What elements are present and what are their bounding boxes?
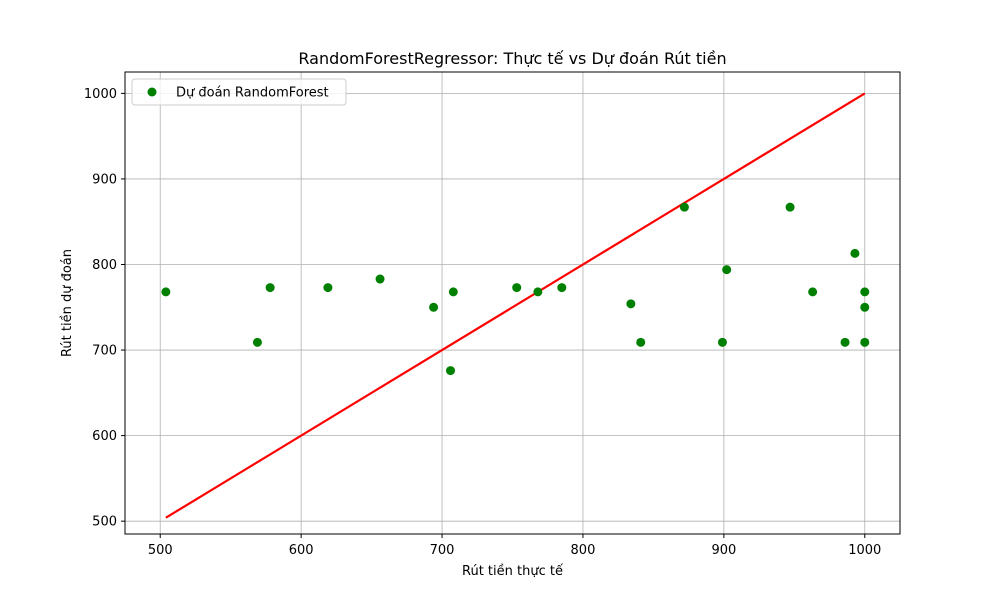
reference-line-layer [165, 92, 866, 519]
x-axis-label: Rút tiền thực tế [462, 564, 563, 579]
scatter-point [722, 265, 732, 275]
scatter-point [448, 287, 458, 297]
scatter-point [808, 287, 818, 297]
scatter-point [850, 248, 860, 258]
scatter-point [429, 302, 439, 312]
scatter-point [533, 287, 543, 297]
y-tick-label: 900 [92, 172, 117, 187]
scatter-point [840, 337, 850, 347]
scatter-point [375, 274, 385, 284]
x-tick-label: 700 [430, 543, 455, 558]
x-tick-label: 800 [571, 543, 596, 558]
axis-ticks: 500 600 700 800 900 1000 500 600 700 800 900 1000 [84, 87, 881, 558]
plot-area-frame [124, 71, 901, 535]
scatter-point [161, 287, 171, 297]
scatter-point [446, 366, 455, 376]
grid-layer [125, 72, 900, 534]
scatter-point [512, 283, 522, 293]
scatter-point [860, 302, 870, 312]
x-tick-label: 900 [711, 543, 736, 558]
scatter-point [679, 202, 689, 212]
scatter-point [557, 283, 567, 293]
scatter-point [323, 283, 333, 293]
scatter-point [265, 283, 275, 293]
scatter-point [785, 202, 795, 212]
legend-label: Dự đoán RandomForest [176, 86, 329, 101]
x-tick-label: 600 [289, 543, 314, 558]
legend-marker [147, 87, 157, 97]
scatter-point [717, 337, 727, 347]
legend-box [131, 78, 347, 106]
y-axis-label: Rút tiền dự đoán [60, 249, 75, 357]
x-tick-label: 500 [148, 543, 173, 558]
scatter-point [252, 337, 262, 347]
scatter-points [161, 202, 870, 376]
y-tick-label: 800 [92, 258, 117, 273]
chart-title: RandomForestRegressor: Thực tế vs Dự đoá… [298, 49, 726, 68]
scatter-point [626, 299, 636, 309]
legend: Dự đoán RandomForest [131, 78, 347, 106]
y-tick-label: 600 [92, 429, 117, 444]
y-tick-label: 1000 [84, 87, 117, 102]
scatter-point [860, 287, 870, 297]
scatter-point [636, 337, 646, 347]
y-tick-label: 500 [92, 515, 117, 530]
reference-line [165, 92, 866, 519]
y-tick-label: 700 [92, 344, 117, 359]
scatter-point [860, 337, 870, 347]
x-tick-label: 1000 [848, 543, 881, 558]
